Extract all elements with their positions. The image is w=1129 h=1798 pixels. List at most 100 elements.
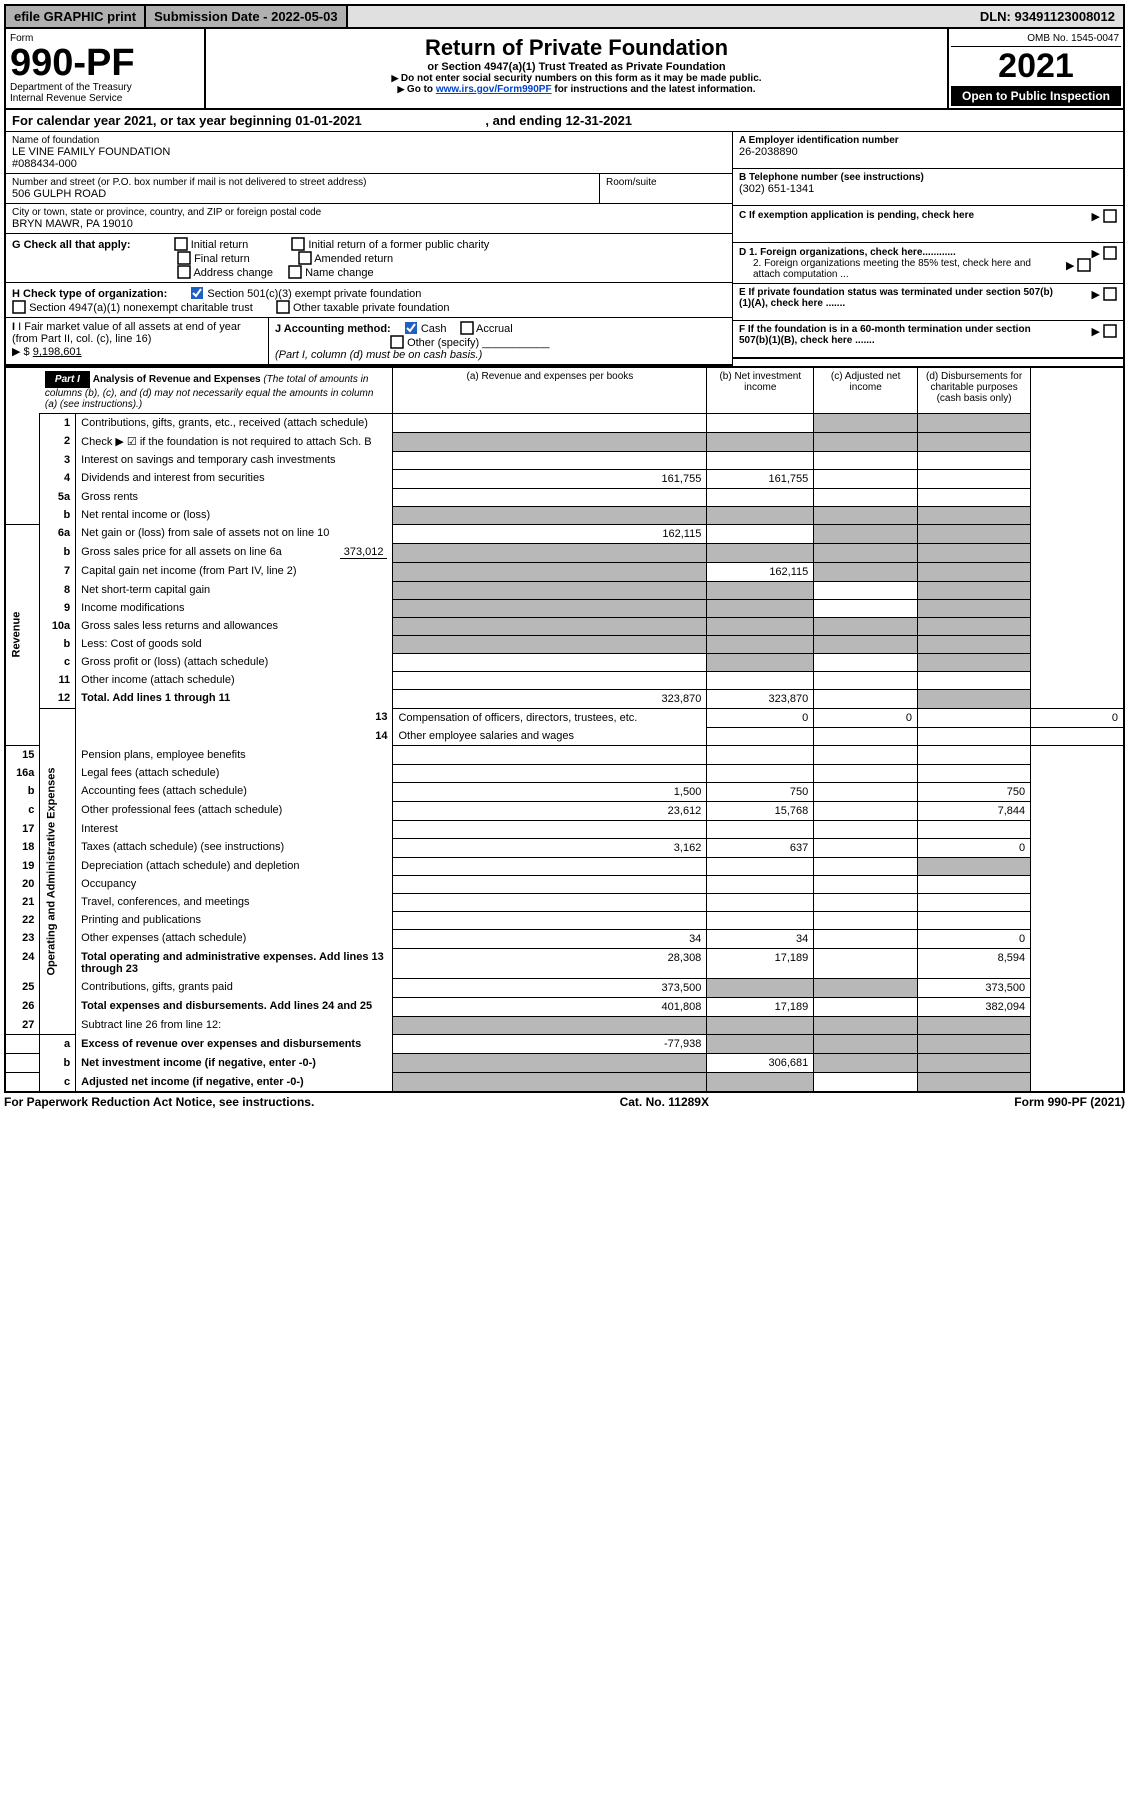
section-e: E If private foundation status was termi… — [733, 284, 1123, 321]
value-cell: 0 — [814, 708, 918, 727]
table-row: 8Net short-term capital gain — [5, 581, 1124, 599]
value-cell — [814, 838, 918, 857]
value-cell — [918, 671, 1031, 689]
irs-label: Internal Revenue Service — [10, 93, 200, 104]
value-cell — [393, 543, 707, 562]
line-description: Net short-term capital gain — [76, 581, 393, 599]
checkbox-empty-icon[interactable] — [460, 321, 474, 335]
table-row: 5aGross rents — [5, 488, 1124, 506]
line-number: b — [40, 635, 76, 653]
part1-table: Part I Analysis of Revenue and Expenses … — [4, 366, 1125, 1093]
value-cell — [814, 689, 918, 708]
value-cell — [814, 635, 918, 653]
efile-print-button[interactable]: efile GRAPHIC print — [6, 6, 146, 27]
checkbox-empty-icon[interactable] — [177, 265, 191, 279]
value-cell — [393, 857, 707, 875]
top-bar: efile GRAPHIC print Submission Date - 20… — [4, 4, 1125, 29]
foundation-name: LE VINE FAMILY FOUNDATION — [12, 146, 726, 158]
checkbox-empty-icon[interactable] — [1103, 209, 1117, 223]
table-row: 3Interest on savings and temporary cash … — [5, 451, 1124, 469]
value-cell: 17,189 — [707, 948, 814, 978]
value-cell — [814, 617, 918, 635]
ein-label: A Employer identification number — [739, 135, 1117, 146]
value-cell — [918, 857, 1031, 875]
value-cell — [918, 653, 1031, 671]
value-cell — [393, 414, 707, 433]
checkbox-checked-icon[interactable] — [404, 321, 418, 335]
checkbox-empty-icon[interactable] — [1103, 287, 1117, 301]
dln: DLN: 93491123008012 — [972, 6, 1123, 27]
value-cell — [814, 581, 918, 599]
ssn-warning: Do not enter social security numbers on … — [212, 73, 941, 84]
section-c: C If exemption application is pending, c… — [733, 206, 1123, 243]
value-cell: 0 — [918, 929, 1031, 948]
checkbox-empty-icon[interactable] — [288, 265, 302, 279]
value-cell — [707, 875, 814, 893]
value-cell — [918, 708, 1031, 727]
irs-link[interactable]: www.irs.gov/Form990PF — [436, 84, 552, 95]
checkbox-empty-icon[interactable] — [1077, 258, 1091, 272]
value-cell — [918, 451, 1031, 469]
checkbox-empty-icon[interactable] — [276, 300, 290, 314]
value-cell — [1031, 727, 1124, 746]
line-number: 12 — [40, 689, 76, 708]
value-cell — [393, 820, 707, 838]
value-cell — [814, 451, 918, 469]
value-cell — [707, 1016, 814, 1035]
value-cell: 637 — [707, 838, 814, 857]
table-row: 4Dividends and interest from securities1… — [5, 469, 1124, 488]
value-cell — [393, 488, 707, 506]
value-cell — [393, 617, 707, 635]
submission-date: Submission Date - 2022-05-03 — [146, 6, 348, 27]
line-number: 2 — [40, 432, 76, 451]
value-cell — [707, 857, 814, 875]
value-cell — [393, 653, 707, 671]
value-cell — [393, 635, 707, 653]
value-cell — [814, 782, 918, 801]
value-cell: 382,094 — [918, 997, 1031, 1016]
checkbox-empty-icon[interactable] — [12, 300, 26, 314]
table-row: 12Total. Add lines 1 through 11323,87032… — [5, 689, 1124, 708]
value-cell — [814, 653, 918, 671]
line-description: Net rental income or (loss) — [76, 506, 393, 524]
line-description: Net gain or (loss) from sale of assets n… — [76, 524, 393, 543]
value-cell: 306,681 — [707, 1054, 814, 1073]
value-cell — [393, 432, 707, 451]
line-number: 13 — [76, 708, 393, 727]
line-description: Legal fees (attach schedule) — [76, 764, 393, 782]
checkbox-checked-icon[interactable] — [190, 286, 204, 300]
checkbox-empty-icon[interactable] — [390, 335, 404, 349]
checkbox-empty-icon[interactable] — [291, 237, 305, 251]
value-cell: -77,938 — [393, 1035, 707, 1054]
value-cell — [814, 506, 918, 524]
address: 506 GULPH ROAD — [12, 188, 593, 200]
value-cell — [393, 746, 707, 765]
value-cell: 0 — [707, 708, 814, 727]
col-a-header: (a) Revenue and expenses per books — [393, 367, 707, 414]
checkbox-empty-icon[interactable] — [177, 251, 191, 265]
checkbox-empty-icon[interactable] — [174, 237, 188, 251]
value-cell — [707, 506, 814, 524]
value-cell — [814, 893, 918, 911]
value-cell — [707, 599, 814, 617]
value-cell — [918, 875, 1031, 893]
value-cell — [814, 978, 918, 997]
checkbox-empty-icon[interactable] — [1103, 324, 1117, 338]
table-row: 24Total operating and administrative exp… — [5, 948, 1124, 978]
line-number: 10a — [40, 617, 76, 635]
checkbox-empty-icon[interactable] — [1103, 246, 1117, 260]
value-cell: 162,115 — [393, 524, 707, 543]
value-cell — [393, 451, 707, 469]
line-description: Occupancy — [76, 875, 393, 893]
table-row: bGross sales price for all assets on lin… — [5, 543, 1124, 562]
table-row: cGross profit or (loss) (attach schedule… — [5, 653, 1124, 671]
value-cell — [814, 1073, 918, 1092]
checkbox-empty-icon[interactable] — [298, 251, 312, 265]
value-cell — [814, 562, 918, 581]
value-cell — [393, 1016, 707, 1035]
value-cell — [918, 1016, 1031, 1035]
value-cell: 323,870 — [707, 689, 814, 708]
value-cell — [918, 543, 1031, 562]
value-cell — [707, 414, 814, 433]
line-number: 19 — [5, 857, 40, 875]
